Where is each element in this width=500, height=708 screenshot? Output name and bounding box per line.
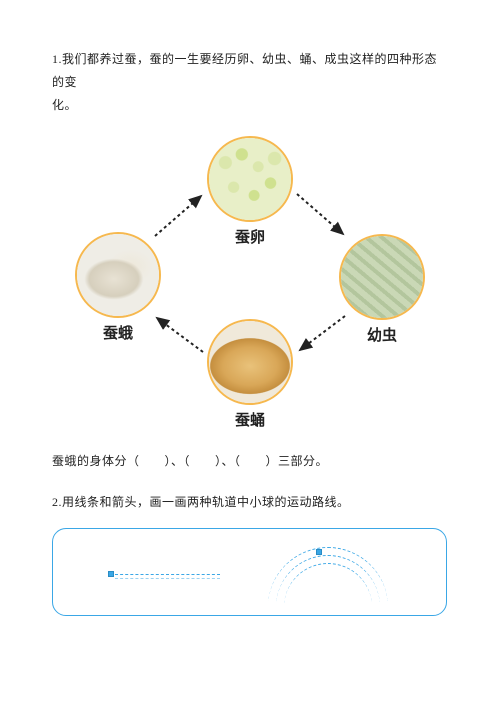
q1-fill-blank: 蚕蛾的身体分（ ）、（ ）、（ ）三部分。 (52, 450, 448, 473)
track-straight-2 (115, 578, 220, 579)
q1-text-line2: 化。 (52, 94, 448, 117)
silkworm-lifecycle-diagram: 蚕卵 幼虫 蚕蛹 蚕蛾 (85, 136, 415, 426)
ball-left (108, 571, 114, 577)
track-straight (115, 574, 220, 575)
cycle-arrows (85, 136, 415, 426)
q2-text: 2.用线条和箭头，画一画两种轨道中小球的运动路线。 (52, 491, 448, 514)
q1-text-line1: 1.我们都养过蚕，蚕的一生要经历卵、幼虫、蛹、成虫这样的四种形态的变 (52, 48, 448, 94)
track-arc-innermost (284, 563, 372, 651)
q2-tracks-box (52, 528, 447, 616)
